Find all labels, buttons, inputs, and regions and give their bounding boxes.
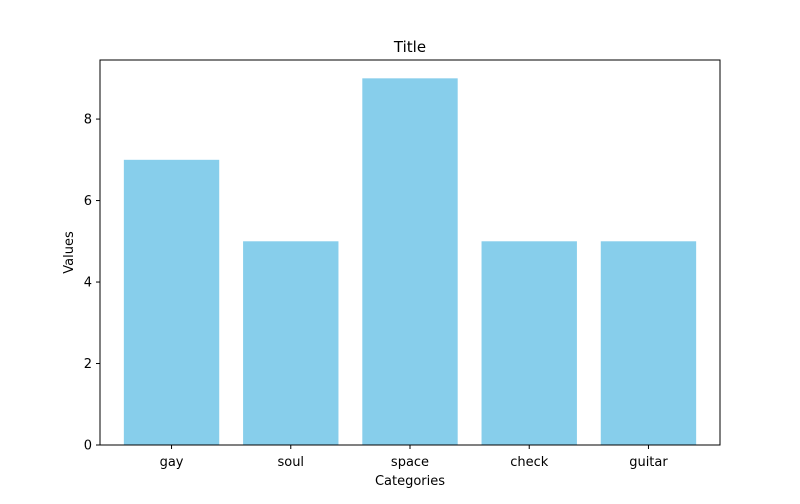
y-tick-label: 8: [84, 113, 92, 128]
y-axis-label: Values: [62, 231, 77, 274]
x-tick-label: gay: [160, 455, 184, 470]
plot-area-frame: [99, 59, 721, 446]
y-axis-ticks: 0 2 4 6 8: [84, 113, 100, 454]
bar-gay: [123, 159, 220, 445]
y-tick-label: 2: [84, 357, 92, 372]
y-tick-label: 4: [84, 276, 92, 291]
bar-check: [481, 241, 577, 445]
bar-space: [362, 78, 458, 445]
bars-group: [123, 78, 697, 445]
y-tick-label: 6: [84, 194, 92, 209]
x-axis-label: Categories: [375, 474, 445, 489]
x-tick-label: soul: [277, 455, 304, 470]
x-axis-ticks: gay soul space check guitar: [160, 445, 668, 470]
x-tick-label: check: [510, 455, 549, 470]
bar-soul: [243, 241, 339, 445]
y-tick-label: 0: [84, 439, 92, 454]
x-tick-label: guitar: [629, 455, 668, 470]
chart-title: Title: [393, 38, 426, 56]
bar-guitar: [600, 241, 697, 445]
x-tick-label: space: [391, 455, 429, 470]
